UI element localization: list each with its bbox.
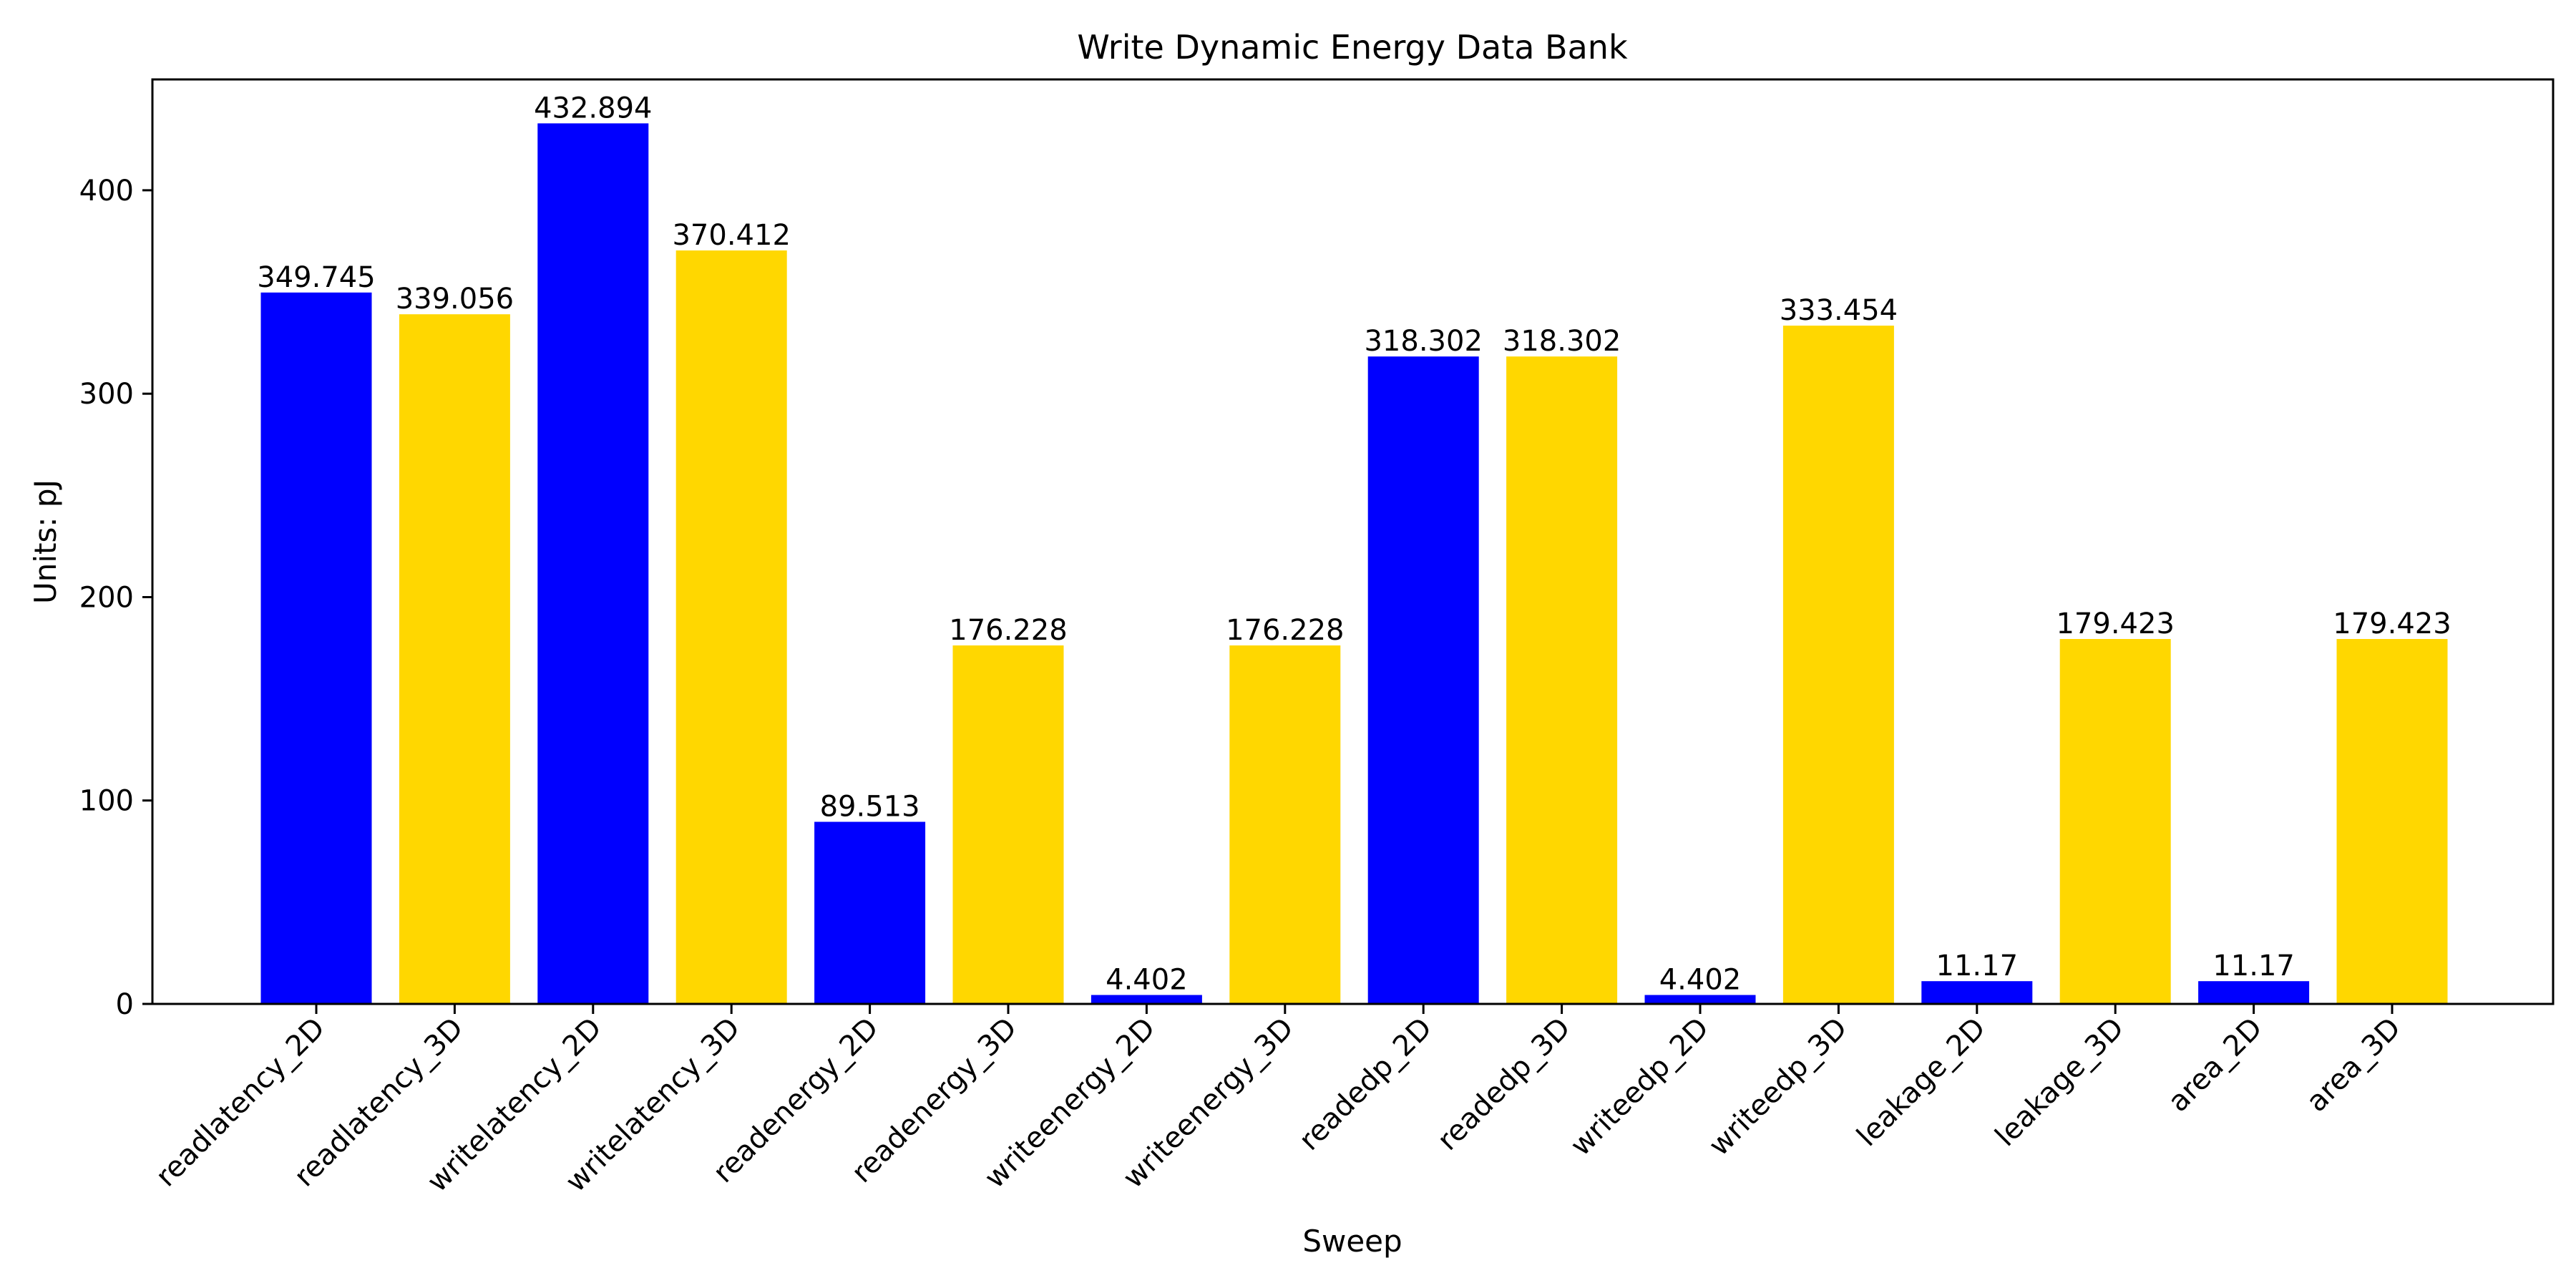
bar-area-2d bbox=[2198, 981, 2310, 1004]
value-label-leakage-2d: 11.17 bbox=[1936, 950, 2019, 982]
value-label-readlatency-3d: 339.056 bbox=[396, 283, 514, 316]
x-tick-label-writeedp-2d: writeedp_2D bbox=[1564, 1012, 1715, 1163]
x-tick-label-area-3d: area_3D bbox=[2301, 1012, 2408, 1119]
value-label-writeenergy-3d: 176.228 bbox=[1226, 614, 1344, 647]
x-tick-label-leakage-3d: leakage_3D bbox=[1989, 1012, 2131, 1153]
bar-readenergy-2d bbox=[814, 821, 926, 1004]
value-label-writeenergy-2d: 4.402 bbox=[1106, 964, 1188, 997]
bars-group bbox=[260, 123, 2448, 1005]
value-label-writelatency-3d: 370.412 bbox=[672, 219, 790, 252]
bar-readedp-3d bbox=[1506, 356, 1618, 1004]
value-label-leakage-3d: 179.423 bbox=[2056, 608, 2174, 640]
y-axis: 0 100 200 300 400 bbox=[79, 175, 152, 1021]
y-tick-label-100: 100 bbox=[79, 785, 134, 818]
x-axis-label: Sweep bbox=[1302, 1224, 1402, 1259]
x-axis: readlatency_2Dreadlatency_3Dwritelatency… bbox=[150, 1004, 2407, 1199]
value-label-readedp-2d: 318.302 bbox=[1364, 325, 1482, 358]
y-tick-label-300: 300 bbox=[79, 378, 134, 411]
value-label-area-3d: 179.423 bbox=[2333, 608, 2451, 640]
value-label-readlatency-2d: 349.745 bbox=[257, 261, 375, 294]
value-label-readenergy-2d: 89.513 bbox=[820, 791, 920, 824]
bar-readenergy-3d bbox=[952, 645, 1064, 1004]
y-tick-label-200: 200 bbox=[79, 582, 134, 615]
bar-writelatency-2d bbox=[537, 123, 649, 1004]
bar-writelatency-3d bbox=[675, 250, 787, 1004]
chart-title: Write Dynamic Energy Data Bank bbox=[1077, 28, 1628, 67]
value-label-writeedp-3d: 333.454 bbox=[1780, 294, 1898, 327]
bar-leakage-2d bbox=[1921, 981, 2033, 1004]
bar-leakage-3d bbox=[2059, 639, 2171, 1004]
value-label-writeedp-2d: 4.402 bbox=[1659, 964, 1742, 997]
x-tick-label-leakage-2d: leakage_2D bbox=[1850, 1012, 1992, 1153]
bar-readlatency-3d bbox=[399, 314, 510, 1004]
bar-area-3d bbox=[2336, 639, 2448, 1004]
bar-writeedp-3d bbox=[1782, 326, 1894, 1005]
x-tick-label-readedp-2d: readedp_2D bbox=[1293, 1012, 1438, 1157]
value-label-readedp-3d: 318.302 bbox=[1503, 325, 1621, 358]
bar-readedp-2d bbox=[1367, 356, 1479, 1004]
bar-writeedp-2d bbox=[1644, 995, 1756, 1004]
x-tick-label-readedp-3d: readedp_3D bbox=[1431, 1012, 1576, 1157]
y-tick-label-0: 0 bbox=[116, 988, 134, 1021]
x-tick-label-area-2d: area_2D bbox=[2162, 1012, 2269, 1119]
value-label-readenergy-3d: 176.228 bbox=[949, 614, 1067, 647]
y-axis-label: Units: pJ bbox=[28, 479, 63, 604]
bar-writeenergy-2d bbox=[1091, 995, 1202, 1004]
y-tick-label-400: 400 bbox=[79, 175, 134, 208]
value-label-area-2d: 11.17 bbox=[2212, 950, 2295, 982]
x-tick-label-writeedp-3d: writeedp_3D bbox=[1703, 1012, 1854, 1163]
value-labels-group: 349.745 339.056 432.894 370.412 89.513 176.22… bbox=[257, 92, 2451, 996]
plot-frame bbox=[151, 78, 2555, 1005]
value-label-writelatency-2d: 432.894 bbox=[534, 92, 652, 125]
bar-readlatency-2d bbox=[260, 292, 372, 1004]
bar-writeenergy-3d bbox=[1229, 645, 1341, 1004]
